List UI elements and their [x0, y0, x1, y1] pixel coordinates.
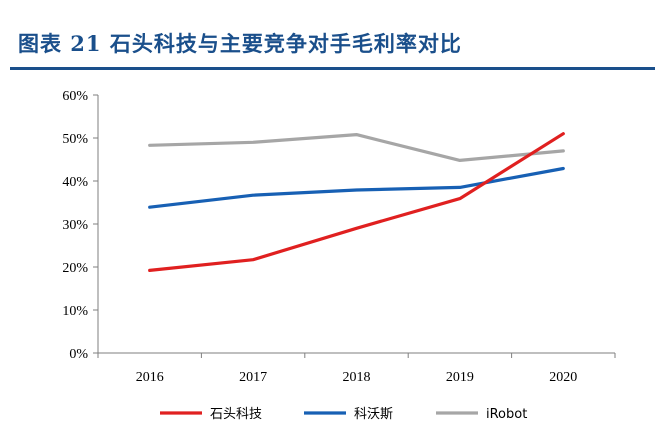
title-divider — [10, 67, 655, 70]
x-tick-label: 2018 — [343, 370, 371, 385]
x-tick-label: 2019 — [446, 370, 474, 385]
y-tick-label: 20% — [62, 261, 88, 276]
y-tick-label: 10% — [62, 304, 88, 319]
series-line-2 — [148, 166, 565, 209]
legend-label-2: 科沃斯 — [354, 407, 393, 422]
legend-label-1: 石头科技 — [210, 407, 262, 422]
figure-header: 图表 21 石头科技与主要竞争对手毛利率对比 — [0, 0, 663, 70]
x-tick-label: 2020 — [549, 370, 577, 385]
y-tick-label: 60% — [62, 89, 88, 104]
figure-title: 图表 21 石头科技与主要竞争对手毛利率对比 — [18, 31, 462, 56]
y-tick-label: 40% — [62, 175, 88, 190]
x-tick-label: 2016 — [136, 370, 164, 385]
x-tick-label: 2017 — [239, 370, 267, 385]
y-tick-label: 50% — [62, 132, 88, 147]
series-line-1 — [148, 132, 565, 272]
y-tick-label: 30% — [62, 218, 88, 233]
series-line-3 — [148, 133, 565, 162]
y-tick-label: 0% — [69, 347, 88, 362]
legend-label-3: iRobot — [486, 407, 527, 422]
